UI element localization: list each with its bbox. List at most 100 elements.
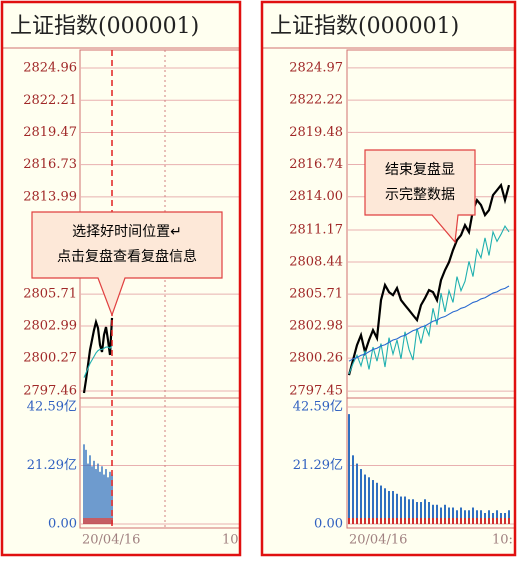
volume-bar-base xyxy=(376,518,378,524)
volume-bar-base xyxy=(95,518,97,524)
volume-bar-base xyxy=(452,518,454,524)
volume-bar-base xyxy=(101,518,103,524)
volume-bar-base xyxy=(97,518,99,524)
y2-tick-label: 21.29亿 xyxy=(27,458,77,473)
volume-bar xyxy=(111,474,113,524)
volume-bar-base xyxy=(352,518,354,524)
volume-bar-base xyxy=(464,518,466,524)
volume-bar xyxy=(456,510,458,524)
volume-bar-base xyxy=(368,518,370,524)
volume-bar xyxy=(107,477,109,524)
volume-bar xyxy=(432,504,434,524)
volume-bar-base xyxy=(420,518,422,524)
y-tick-label: 2797.45 xyxy=(289,384,343,399)
y-tick-label: 2800.26 xyxy=(289,351,343,366)
y2-tick-label: 0.00 xyxy=(48,517,77,532)
volume-bar-base xyxy=(496,518,498,524)
volume-bar-base xyxy=(93,518,95,524)
price-line xyxy=(347,182,511,376)
volume-bar xyxy=(428,502,430,524)
price-line xyxy=(82,317,114,394)
volume-bar-base xyxy=(448,518,450,524)
volume-bar-base xyxy=(500,518,502,524)
volume-bar xyxy=(412,499,414,524)
volume-bar xyxy=(380,485,382,524)
volume-bar xyxy=(444,504,446,524)
volume-bar xyxy=(376,482,378,524)
volume-bar xyxy=(496,510,498,524)
volume-bar xyxy=(384,488,386,524)
y-tick-label: 2813.99 xyxy=(23,189,77,204)
volume-bar-base xyxy=(91,518,93,524)
chart-title: 上证指数(000001) xyxy=(270,14,459,39)
y-tick-label: 2808.44 xyxy=(289,255,343,270)
volume-bar-base xyxy=(416,518,418,524)
volume-bar-base xyxy=(424,518,426,524)
y-tick-label: 2811.17 xyxy=(289,222,343,237)
price-line xyxy=(83,345,113,378)
volume-bar xyxy=(95,469,97,524)
y-tick-label: 2822.21 xyxy=(23,93,77,108)
callout-text: 结束复盘显 xyxy=(385,161,455,178)
volume-bar-base xyxy=(372,518,374,524)
volume-bar xyxy=(452,507,454,524)
volume-bar-base xyxy=(432,518,434,524)
volume-bar xyxy=(352,455,354,524)
plot-area xyxy=(346,49,516,529)
price-line xyxy=(348,285,510,362)
volume-bar-base xyxy=(83,518,85,524)
y-tick-label: 2802.99 xyxy=(23,319,77,334)
panel-border xyxy=(260,0,517,557)
volume-bar xyxy=(97,463,99,524)
volume-bar xyxy=(101,466,103,524)
volume-bar-base xyxy=(109,518,111,524)
x-tick-label: 10: xyxy=(492,533,513,548)
volume-bar xyxy=(388,491,390,524)
volume-bar-base xyxy=(428,518,430,524)
volume-bar xyxy=(480,510,482,524)
volume-bar xyxy=(99,471,101,524)
volume-bar-base xyxy=(105,518,107,524)
volume-bar xyxy=(468,510,470,524)
x-tick-label: 20/04/16 xyxy=(82,533,140,548)
volume-bar xyxy=(420,502,422,524)
y-tick-label: 2805.71 xyxy=(289,287,343,302)
y-tick-label: 2816.74 xyxy=(289,157,343,172)
volume-bar-base xyxy=(504,518,506,524)
volume-bar-base xyxy=(356,518,358,524)
volume-bar xyxy=(436,504,438,524)
volume-bar-base xyxy=(444,518,446,524)
y-tick-label: 2805.71 xyxy=(23,287,77,302)
volume-bar-base xyxy=(85,518,87,524)
volume-bar xyxy=(91,466,93,524)
volume-bar xyxy=(488,510,490,524)
y2-tick-label: 0.00 xyxy=(314,517,343,532)
y-tick-label: 2824.96 xyxy=(23,60,77,75)
volume-bar xyxy=(424,499,426,524)
volume-bar xyxy=(408,499,410,524)
callout-text: 示完整数据 xyxy=(385,187,455,203)
volume-bar-base xyxy=(396,518,398,524)
callout xyxy=(31,211,223,317)
volume-bar-base xyxy=(488,518,490,524)
volume-bar xyxy=(103,474,105,524)
callout-text: 选择好时间位置↵ xyxy=(72,224,182,240)
volume-bar-base xyxy=(436,518,438,524)
volume-bar xyxy=(105,469,107,524)
price-line xyxy=(348,224,510,375)
volume-bar xyxy=(93,460,95,524)
volume-bar xyxy=(83,444,85,524)
y2-tick-label: 21.29亿 xyxy=(293,458,343,473)
volume-bar xyxy=(109,471,111,524)
callout xyxy=(364,149,476,244)
volume-bar-base xyxy=(472,518,474,524)
volume-bar xyxy=(472,507,474,524)
y-tick-label: 2802.98 xyxy=(289,319,343,334)
volume-bar-base xyxy=(508,518,510,524)
volume-bar xyxy=(356,463,358,524)
volume-bar xyxy=(364,474,366,524)
volume-bar xyxy=(508,510,510,524)
volume-bar-base xyxy=(364,518,366,524)
chart-title: 上证指数(000001) xyxy=(10,14,199,39)
volume-bar-base xyxy=(360,518,362,524)
